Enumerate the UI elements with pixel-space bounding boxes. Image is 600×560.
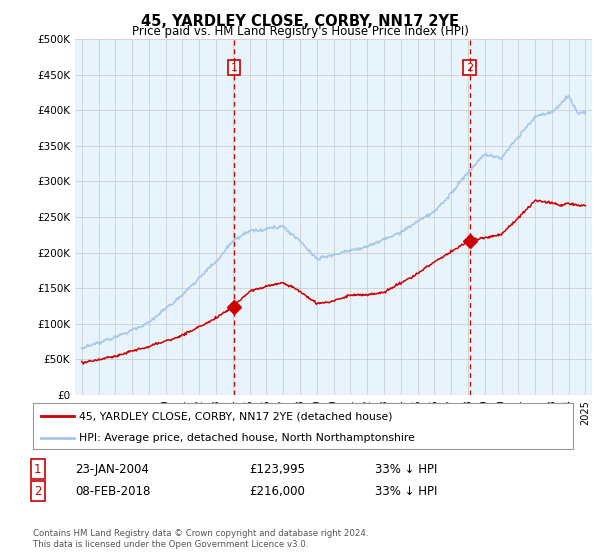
Text: 1: 1 (230, 63, 238, 73)
Text: 45, YARDLEY CLOSE, CORBY, NN17 2YE: 45, YARDLEY CLOSE, CORBY, NN17 2YE (141, 14, 459, 29)
Text: 45, YARDLEY CLOSE, CORBY, NN17 2YE (detached house): 45, YARDLEY CLOSE, CORBY, NN17 2YE (deta… (79, 411, 392, 421)
Text: 2: 2 (466, 63, 473, 73)
Text: 33% ↓ HPI: 33% ↓ HPI (375, 484, 437, 498)
Text: Contains HM Land Registry data © Crown copyright and database right 2024.
This d: Contains HM Land Registry data © Crown c… (33, 529, 368, 549)
Text: Price paid vs. HM Land Registry's House Price Index (HPI): Price paid vs. HM Land Registry's House … (131, 25, 469, 38)
Text: 08-FEB-2018: 08-FEB-2018 (75, 484, 151, 498)
Text: HPI: Average price, detached house, North Northamptonshire: HPI: Average price, detached house, Nort… (79, 433, 415, 442)
Text: 2: 2 (34, 484, 41, 498)
Text: 33% ↓ HPI: 33% ↓ HPI (375, 463, 437, 476)
Text: £123,995: £123,995 (249, 463, 305, 476)
Text: 1: 1 (34, 463, 41, 476)
Text: 23-JAN-2004: 23-JAN-2004 (75, 463, 149, 476)
Text: £216,000: £216,000 (249, 484, 305, 498)
